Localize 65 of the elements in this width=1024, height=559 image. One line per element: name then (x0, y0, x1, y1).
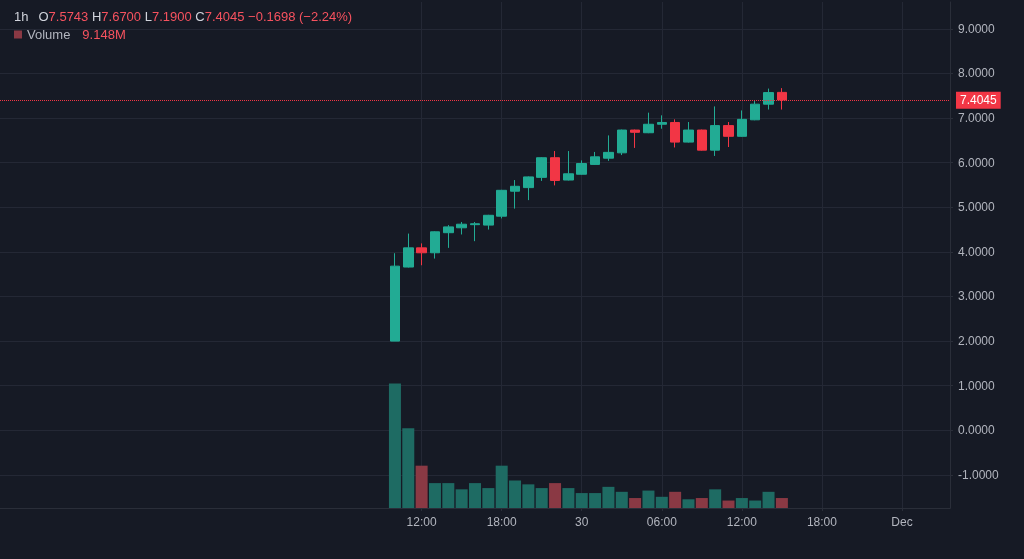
candlestick (443, 224, 454, 249)
x-tick-label: 06:00 (646, 515, 678, 529)
candlestick (723, 121, 734, 148)
candlestick (763, 88, 774, 111)
text: 1h (14, 9, 29, 24)
bar (762, 491, 775, 508)
annotation: O7.5743 H7.6700 L7.1900 C7.4045 −0.1698 (−2.24%) (38, 9, 353, 24)
y-tick-label: 0.0000 (958, 423, 996, 438)
ref-line-label: 7.4045 (960, 93, 998, 108)
candlestick (603, 134, 614, 162)
bar (682, 499, 695, 508)
candlestick (550, 150, 560, 186)
candlestick (737, 109, 747, 138)
candlestick (390, 252, 400, 342)
candlestick (403, 233, 414, 268)
bar (562, 488, 575, 508)
candlestick (430, 230, 440, 260)
y-tick-label: 6.0000 (958, 155, 996, 170)
x-tick-label: 12:00 (726, 515, 758, 529)
bar (535, 488, 548, 508)
x-tick-label: 18:00 (486, 515, 518, 529)
candlestick (710, 105, 720, 157)
candlestick (617, 129, 627, 156)
candlestick (670, 118, 680, 148)
y-tick-label: 8.0000 (958, 66, 996, 81)
candlestick (657, 114, 667, 130)
y-tick-label: 3.0000 (958, 289, 996, 304)
candlestick (683, 121, 694, 144)
x-tick-label: 18:00 (806, 515, 838, 529)
bar (549, 483, 562, 508)
x-tick-label: 30 (575, 515, 589, 529)
y-tick-label: 2.0000 (958, 334, 996, 349)
bar (709, 489, 722, 508)
candlestick (416, 242, 427, 266)
candlestick (510, 179, 520, 210)
candlestick (483, 214, 494, 231)
bar (415, 465, 428, 508)
y-tick-label: 1.0000 (958, 378, 996, 393)
candlestick (563, 150, 574, 181)
bar (642, 490, 655, 508)
bar (775, 498, 788, 508)
candlestick (523, 175, 534, 201)
candlestick (576, 159, 587, 176)
candlestick (697, 129, 707, 152)
candlestick (590, 151, 600, 166)
bar (615, 491, 628, 508)
candlestick (750, 100, 760, 121)
candlestick (470, 221, 480, 242)
candlestick (643, 112, 654, 134)
x-tick-label: 12:00 (406, 515, 437, 529)
y-tick-label: 9.0000 (958, 21, 996, 36)
bar (655, 496, 668, 508)
x-tick-label: Dec (891, 515, 913, 529)
y-tick-label: 5.0000 (958, 200, 996, 215)
y-tick-label: -1.0000 (958, 467, 1000, 482)
candlestick (456, 221, 467, 235)
y-tick-label: 4.0000 (958, 244, 996, 259)
bar (629, 498, 642, 508)
y-tick-label: 7.0000 (958, 111, 996, 126)
bar (722, 500, 735, 508)
bar (695, 498, 708, 508)
candlestick (496, 189, 507, 219)
candlestick (630, 129, 640, 149)
candlestick (536, 156, 547, 182)
bar (669, 491, 682, 508)
